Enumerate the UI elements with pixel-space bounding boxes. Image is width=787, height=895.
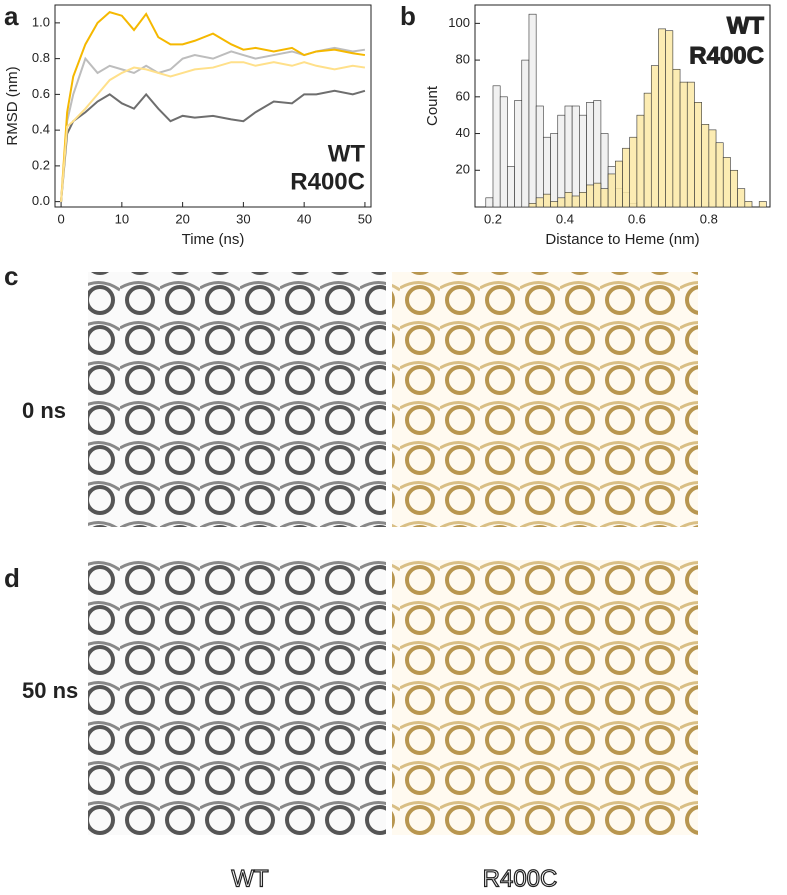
histogram-bar	[679, 81, 688, 208]
histogram-bar	[507, 166, 515, 208]
y-tick-label: 0.6	[32, 86, 50, 101]
histogram-bar	[636, 114, 645, 208]
histogram-bar	[622, 147, 630, 208]
x-tick-label: 50	[358, 211, 372, 226]
x-axis-label: Distance to Heme (nm)	[545, 231, 699, 248]
x-tick-label: 40	[297, 211, 311, 226]
histogram-bar	[571, 105, 580, 208]
histogram-bar	[722, 157, 731, 208]
x-tick-label: 30	[236, 211, 250, 226]
histogram-bar	[571, 195, 580, 208]
histogram-bar	[535, 197, 544, 208]
x-tick-label: 0.4	[556, 211, 574, 226]
histogram-bar	[744, 201, 753, 208]
panel-label: c	[4, 261, 18, 291]
structure-image	[88, 560, 386, 835]
column-label: WT	[231, 865, 269, 892]
histogram-bar	[564, 105, 573, 208]
y-tick-label: 0.2	[32, 157, 50, 172]
structure-image	[88, 272, 386, 527]
histogram-bar	[694, 102, 702, 208]
legend-label: WT	[328, 140, 366, 167]
histogram-bar	[593, 182, 602, 208]
row-label: 50 ns	[22, 678, 78, 703]
row-label: 0 ns	[22, 398, 66, 423]
y-tick-label: 0.8	[32, 50, 50, 65]
y-tick-label: 40	[456, 125, 470, 140]
histogram-bar	[730, 169, 738, 208]
histogram-bar	[586, 184, 595, 208]
y-tick-label: 60	[456, 88, 470, 103]
histogram-bar	[715, 142, 724, 208]
structure-image	[392, 272, 698, 527]
y-tick-label: 0.0	[32, 193, 50, 208]
histogram-bar	[672, 68, 681, 208]
histogram-bar	[629, 136, 638, 208]
histogram-bar	[521, 59, 530, 208]
histogram-bar	[535, 105, 544, 208]
histogram-bar	[514, 100, 523, 208]
histogram-bar	[550, 201, 559, 208]
x-tick-label: 0.6	[628, 211, 646, 226]
x-tick-label: 0.2	[484, 211, 502, 226]
data-line	[60, 11, 366, 202]
panel-label: b	[400, 1, 416, 31]
histogram-bar	[758, 201, 767, 208]
histogram-bar	[615, 160, 623, 208]
histogram-bar	[686, 81, 695, 208]
y-tick-label: 80	[456, 52, 470, 67]
histogram-bar	[579, 192, 587, 208]
histogram-bar	[528, 203, 537, 208]
histogram-bar	[564, 192, 573, 208]
histogram-bar	[543, 193, 551, 208]
histogram-bar	[658, 28, 666, 208]
y-tick-label: 0.4	[32, 122, 50, 137]
x-tick-label: 10	[115, 211, 129, 226]
legend-label: R400C	[689, 42, 764, 69]
plot-frame	[54, 4, 372, 208]
x-tick-label: 0	[57, 211, 64, 226]
panel-label: a	[4, 1, 19, 31]
x-tick-label: 0.8	[700, 211, 718, 226]
histogram-bar	[557, 197, 566, 208]
y-axis-label: Count	[424, 85, 441, 126]
panel-label: d	[4, 563, 20, 593]
histogram-bar	[600, 188, 609, 208]
histogram-bar	[528, 13, 537, 208]
structure-image	[392, 560, 698, 835]
histogram-bar	[708, 129, 717, 208]
histogram-bar	[550, 133, 559, 208]
y-tick-label: 1.0	[32, 14, 50, 29]
histogram-bar	[650, 65, 659, 208]
x-axis-label: Time (ns)	[182, 231, 245, 248]
histogram-bar	[607, 173, 616, 208]
histogram-bar	[499, 96, 508, 208]
legend-label: WT	[727, 12, 765, 39]
y-tick-label: 100	[448, 15, 470, 30]
histogram-bar	[701, 124, 710, 208]
x-tick-label: 20	[175, 211, 189, 226]
histogram-bar	[485, 197, 494, 208]
legend-label: R400C	[290, 168, 365, 195]
column-label: R400C	[483, 865, 558, 892]
histogram-bar	[492, 85, 501, 208]
histogram-bar	[557, 114, 566, 208]
histogram-bar	[643, 92, 652, 208]
data-line	[60, 89, 366, 202]
y-tick-label: 20	[456, 162, 470, 177]
data-line	[60, 61, 366, 202]
histogram-bar	[737, 188, 746, 208]
histogram-bar	[665, 30, 674, 208]
y-axis-label: RMSD (nm)	[4, 66, 21, 145]
